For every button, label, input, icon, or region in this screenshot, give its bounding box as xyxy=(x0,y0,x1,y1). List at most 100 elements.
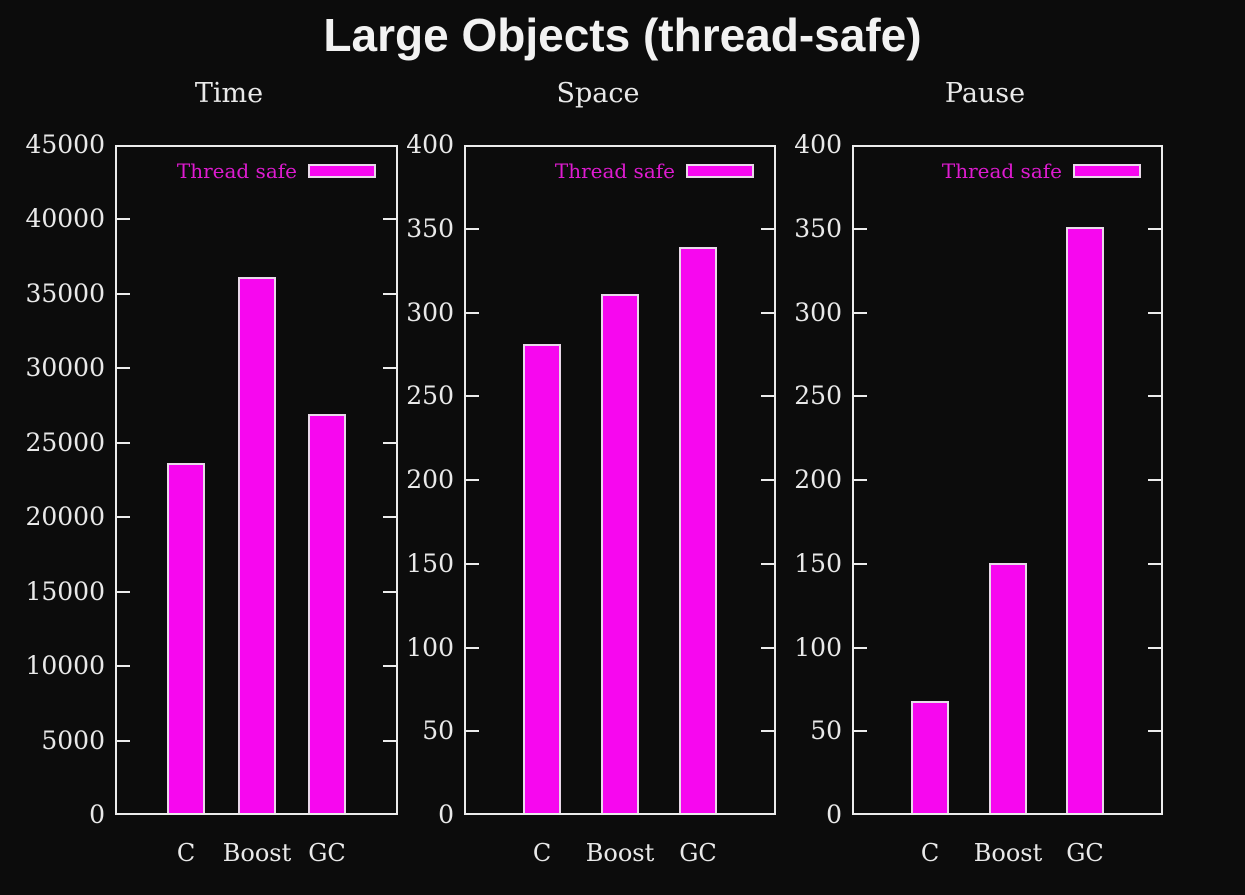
bar-c xyxy=(523,344,561,813)
y-tick-label: 50 xyxy=(422,716,454,745)
axis-tick-right xyxy=(1148,312,1161,314)
bar-gc xyxy=(1066,227,1104,813)
y-tick-label: 35000 xyxy=(25,279,105,308)
axis-tick-left xyxy=(854,312,867,314)
y-tick-label: 10000 xyxy=(25,651,105,680)
bar-boost xyxy=(601,294,639,813)
category-label: GC xyxy=(1066,839,1104,867)
axis-tick-right xyxy=(383,665,396,667)
category-label: C xyxy=(920,839,940,867)
axis-tick-left xyxy=(117,442,130,444)
axis-tick-right xyxy=(383,218,396,220)
bar-gc xyxy=(308,414,346,813)
axis-tick-left xyxy=(466,730,479,732)
y-tick-label: 250 xyxy=(794,381,842,410)
y-tick-label: 200 xyxy=(406,465,454,494)
axis-tick-left xyxy=(117,665,130,667)
axis-tick-right xyxy=(383,740,396,742)
y-tick-label: 5000 xyxy=(41,726,105,755)
legend-label: Thread safe xyxy=(554,159,675,183)
legend: Thread safe xyxy=(177,159,376,183)
y-tick-label: 40000 xyxy=(25,204,105,233)
axis-tick-right xyxy=(383,293,396,295)
axis-tick-right xyxy=(1148,730,1161,732)
axis-tick-left xyxy=(117,591,130,593)
axis-tick-left xyxy=(466,563,479,565)
legend: Thread safe xyxy=(555,159,754,183)
axis-tick-right xyxy=(761,479,774,481)
axis-tick-right xyxy=(761,312,774,314)
y-tick-label: 300 xyxy=(406,298,454,327)
page-title: Large Objects (thread-safe) xyxy=(323,9,922,61)
axis-tick-right xyxy=(761,563,774,565)
plot-area-time: Thread safe xyxy=(115,145,398,815)
axis-tick-left xyxy=(466,228,479,230)
category-label: Boost xyxy=(222,839,292,867)
axis-tick-left xyxy=(466,395,479,397)
y-tick-label: 25000 xyxy=(25,428,105,457)
axis-tick-left xyxy=(854,479,867,481)
axis-tick-left xyxy=(854,395,867,397)
legend: Thread safe xyxy=(942,159,1141,183)
axis-tick-right xyxy=(1148,479,1161,481)
axis-tick-left xyxy=(854,563,867,565)
y-tick-label: 100 xyxy=(794,633,842,662)
y-tick-label: 300 xyxy=(794,298,842,327)
legend-swatch xyxy=(686,164,754,178)
axis-tick-left xyxy=(466,479,479,481)
category-label: Boost xyxy=(585,839,655,867)
axis-tick-left xyxy=(854,228,867,230)
axis-tick-left xyxy=(466,647,479,649)
legend-swatch xyxy=(308,164,376,178)
y-tick-label: 0 xyxy=(89,800,105,829)
axis-tick-left xyxy=(854,730,867,732)
y-tick-label: 0 xyxy=(438,800,454,829)
axis-tick-left xyxy=(854,647,867,649)
y-tick-label: 400 xyxy=(794,130,842,159)
y-tick-label: 50 xyxy=(810,716,842,745)
y-tick-label: 150 xyxy=(794,549,842,578)
y-tick-label: 350 xyxy=(406,214,454,243)
y-tick-label: 100 xyxy=(406,633,454,662)
legend-label: Thread safe xyxy=(941,159,1062,183)
chart-subtitle-time: Time xyxy=(194,78,264,109)
axis-tick-right xyxy=(383,367,396,369)
axis-tick-right xyxy=(1148,563,1161,565)
y-tick-label: 15000 xyxy=(25,577,105,606)
y-tick-label: 30000 xyxy=(25,353,105,382)
axis-tick-right xyxy=(383,442,396,444)
axis-tick-left xyxy=(117,367,130,369)
bar-c xyxy=(911,701,949,813)
axis-tick-right xyxy=(761,228,774,230)
y-tick-label: 250 xyxy=(406,381,454,410)
category-label: Boost xyxy=(973,839,1043,867)
legend-swatch xyxy=(1073,164,1141,178)
axis-tick-right xyxy=(761,647,774,649)
plot-area-space: Thread safe xyxy=(464,145,776,815)
axis-tick-right xyxy=(761,395,774,397)
bar-boost xyxy=(238,277,276,813)
axis-tick-right xyxy=(383,516,396,518)
bar-c xyxy=(167,463,205,813)
y-tick-label: 20000 xyxy=(25,502,105,531)
category-label: GC xyxy=(679,839,717,867)
axis-tick-left xyxy=(117,740,130,742)
axis-tick-left xyxy=(117,516,130,518)
axis-tick-right xyxy=(1148,647,1161,649)
axis-tick-right xyxy=(1148,228,1161,230)
axis-tick-left xyxy=(466,312,479,314)
chart-subtitle-space: Space xyxy=(556,78,640,109)
legend-label: Thread safe xyxy=(176,159,297,183)
axis-tick-right xyxy=(383,591,396,593)
y-tick-label: 200 xyxy=(794,465,842,494)
y-tick-label: 0 xyxy=(826,800,842,829)
y-tick-label: 400 xyxy=(406,130,454,159)
y-tick-label: 150 xyxy=(406,549,454,578)
category-label: GC xyxy=(308,839,346,867)
bar-gc xyxy=(679,247,717,813)
axis-tick-right xyxy=(1148,395,1161,397)
y-tick-label: 350 xyxy=(794,214,842,243)
plot-area-pause: Thread safe xyxy=(852,145,1163,815)
axis-tick-right xyxy=(761,730,774,732)
